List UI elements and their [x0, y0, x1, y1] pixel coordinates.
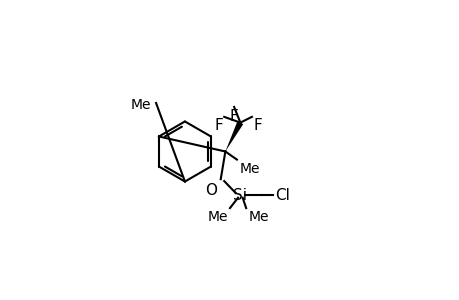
Text: F: F	[229, 109, 237, 124]
Polygon shape	[225, 121, 243, 152]
Text: F: F	[252, 118, 261, 133]
Text: Me: Me	[239, 162, 259, 176]
Text: F: F	[214, 118, 223, 133]
Text: Me: Me	[248, 210, 269, 224]
Text: Me: Me	[131, 98, 151, 112]
Text: O: O	[204, 183, 216, 198]
Text: Si: Si	[233, 188, 247, 203]
Text: Cl: Cl	[274, 188, 289, 203]
Text: Me: Me	[207, 210, 227, 224]
